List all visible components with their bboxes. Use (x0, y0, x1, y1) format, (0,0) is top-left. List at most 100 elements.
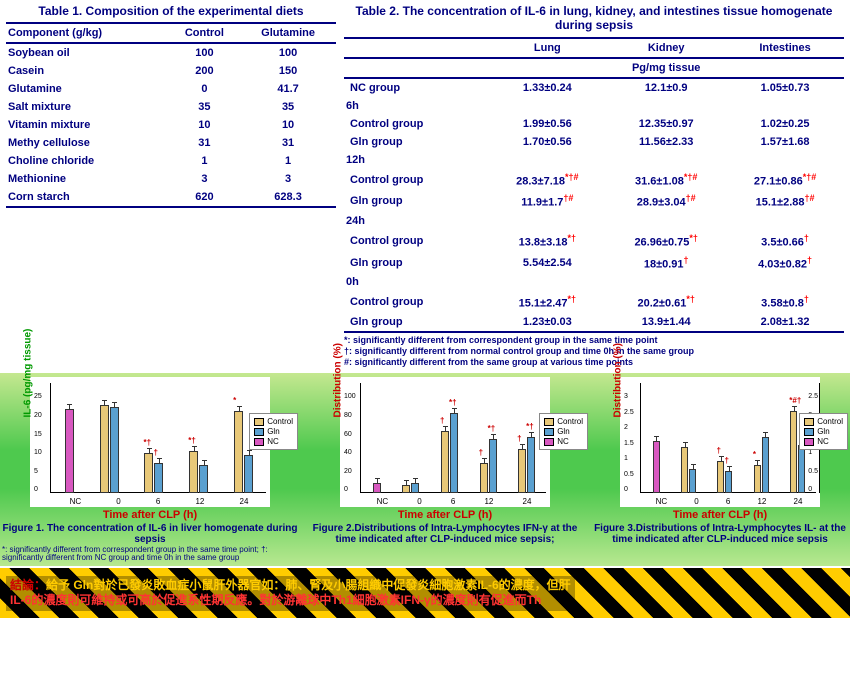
fig1-footnote: *: significantly different from correspo… (2, 546, 298, 562)
table-row: Gln group1.70±0.5611.56±2.331.57±1.68 (344, 133, 844, 151)
bar: † (717, 461, 724, 493)
table-row: Control group15.1±2.47*†20.2±0.61*†3.58±… (344, 291, 844, 313)
bar-group: †*† (480, 439, 497, 493)
table-row: Control group13.8±3.18*†26.96±0.75*†3.5±… (344, 230, 844, 252)
table2-section: 6h (344, 97, 844, 115)
fig1-ylabel: IL-6 (pg/mg tissue) (23, 329, 34, 418)
bar (373, 483, 381, 493)
fig2-xlabel: Time after CLP (h) (302, 509, 588, 521)
fig1-caption: Figure 1. The concentration of IL-6 in l… (2, 523, 298, 545)
table1-header: Component (g/kg) (6, 23, 169, 43)
table-row: Vitamin mixture1010 (6, 116, 336, 134)
table2: LungKidneyIntestines Pg/mg tissue NC gro… (344, 37, 844, 333)
bar-group: *†† (144, 453, 163, 493)
bar: * (234, 411, 243, 493)
legend-item: NC (254, 437, 293, 446)
bar (110, 407, 119, 493)
conclusion-band: 結論：給予 Gln對於已發炎敗血症小鼠肝外器官如：肺、腎及小腸組織中促發炎細胞激… (0, 568, 850, 618)
bar-group: †† (717, 461, 732, 493)
table-row: Control group1.99±0.5612.35±0.971.02±0.2… (344, 115, 844, 133)
legend-item: Gln (804, 427, 843, 436)
table2-header: Intestines (726, 38, 844, 58)
legend-item: Gln (544, 427, 583, 436)
figure2: Distribution (%) 020406080100 †*††*††*† … (300, 373, 590, 566)
charts-row: IL-6 (pg/mg tissue) 0510152025 *††*†* NC… (0, 373, 850, 566)
fig1-legend: ControlGlnNC (249, 413, 298, 450)
legend-item: Gln (254, 427, 293, 436)
table2-unit: Pg/mg tissue (488, 58, 844, 78)
table-row: Salt mixture3535 (6, 98, 336, 116)
bar (689, 469, 696, 493)
bar (762, 437, 769, 493)
legend-item: Control (254, 417, 293, 426)
bar-group (681, 447, 696, 493)
bar-group: †*† (518, 437, 535, 493)
table-row: Choline chloride11 (6, 152, 336, 170)
legend-item: Control (544, 417, 583, 426)
bar: * (754, 465, 761, 493)
table-row: Gln group1.23±0.0313.9±1.442.08±1.32 (344, 313, 844, 332)
fig3-ylabel: Distribution (%) (613, 344, 624, 418)
table2-section: 24h (344, 212, 844, 230)
table2-footnotes: *: significantly different from correspo… (344, 335, 844, 367)
bar-group: †*† (441, 413, 458, 493)
bar-group: *† (189, 451, 208, 493)
bar-group: * (754, 437, 769, 493)
figure1: IL-6 (pg/mg tissue) 0510152025 *††*†* NC… (0, 373, 300, 566)
fig3-caption: Figure 3.Distributions of Intra-Lymphocy… (592, 523, 848, 545)
bar: † (725, 471, 732, 493)
fig2-ylabel: Distribution (%) (333, 344, 344, 418)
table-row: Corn starch620628.3 (6, 188, 336, 207)
fig2-legend: ControlGlnNC (539, 413, 588, 450)
bar: † (154, 463, 163, 493)
table2-header: Kidney (606, 38, 726, 58)
table-row: NC group1.33±0.2412.1±0.91.05±0.73 (344, 78, 844, 97)
bar (199, 465, 208, 493)
bar (798, 445, 805, 493)
table2-header: Lung (488, 38, 606, 58)
table1-header: Control (169, 23, 240, 43)
bar (402, 485, 410, 493)
table-row: Control group28.3±7.18*†#31.6±1.08*†#27.… (344, 169, 844, 191)
bar (681, 447, 688, 493)
figure3: Distribution (%) 00.511.522.53 00.511.52… (590, 373, 850, 566)
bar: *† (189, 451, 198, 493)
table1-header: Glutamine (240, 23, 336, 43)
bar (411, 483, 419, 493)
bar: *† (450, 413, 458, 493)
bar-group (373, 483, 381, 493)
bar-group (65, 409, 74, 493)
fig2-caption: Figure 2.Distributions of Intra-Lymphocy… (302, 523, 588, 545)
table2-title: Table 2. The concentration of IL-6 in lu… (344, 4, 844, 33)
table1-title: Table 1. Composition of the experimental… (6, 4, 336, 18)
table-row: Methionine33 (6, 170, 336, 188)
table1-container: Table 1. Composition of the experimental… (6, 4, 336, 367)
bar: *† (489, 439, 497, 493)
fig1-xlabel: Time after CLP (h) (2, 509, 298, 521)
bar: † (480, 463, 488, 493)
table2-section: 12h (344, 151, 844, 169)
bar (653, 441, 660, 493)
legend-item: NC (544, 437, 583, 446)
bar: *#† (790, 411, 797, 493)
conclusion-text: 結論：給予 Gln對於已發炎敗血症小鼠肝外器官如：肺、腎及小腸組織中促發炎細胞激… (6, 576, 575, 611)
table-row: Casein200150 (6, 62, 336, 80)
table-row: Soybean oil100100 (6, 43, 336, 62)
table2-section: 0h (344, 273, 844, 291)
legend-item: Control (804, 417, 843, 426)
bar: *† (527, 437, 535, 493)
fig3-xlabel: Time after CLP (h) (592, 509, 848, 521)
table1: Component (g/kg)ControlGlutamine Soybean… (6, 22, 336, 208)
table-row: Glutamine041.7 (6, 80, 336, 98)
bar-group (402, 483, 419, 493)
table2-header (344, 38, 488, 58)
bar (100, 405, 109, 493)
table-row: Gln group5.54±2.5418±0.91†4.03±0.82† (344, 252, 844, 274)
bar: *† (144, 453, 153, 493)
table-row: Gln group11.9±1.7†#28.9±3.04†#15.1±2.88†… (344, 190, 844, 212)
legend-item: NC (804, 437, 843, 446)
bar-group (100, 405, 119, 493)
fig3-legend: ControlGlnNC (799, 413, 848, 450)
table-row: Methy cellulose3131 (6, 134, 336, 152)
bar: † (441, 431, 449, 493)
